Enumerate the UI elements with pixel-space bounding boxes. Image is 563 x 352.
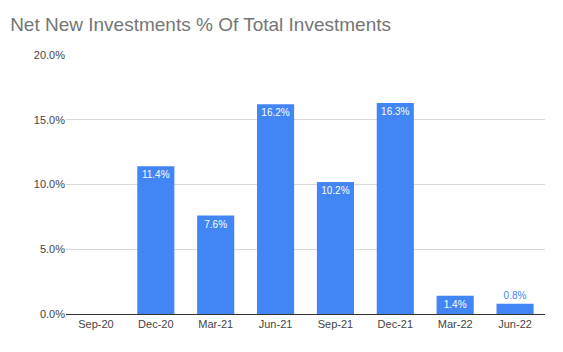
svg-text:Net New Investments % Of Total: Net New Investments % Of Total Investmen… — [10, 14, 391, 35]
svg-text:Jun-22: Jun-22 — [498, 318, 532, 330]
svg-text:16.2%: 16.2% — [261, 107, 289, 118]
svg-text:Dec-20: Dec-20 — [138, 318, 173, 330]
svg-text:11.4%: 11.4% — [142, 169, 170, 180]
svg-text:Sep-20: Sep-20 — [78, 318, 113, 330]
svg-text:10.2%: 10.2% — [321, 185, 349, 196]
svg-text:7.6%: 7.6% — [204, 219, 227, 230]
svg-text:1.4%: 1.4% — [444, 299, 467, 310]
svg-text:0.8%: 0.8% — [504, 290, 527, 301]
svg-text:Sep-21: Sep-21 — [318, 318, 353, 330]
svg-text:Jun-21: Jun-21 — [259, 318, 293, 330]
svg-text:15.0%: 15.0% — [34, 114, 65, 126]
svg-text:Mar-21: Mar-21 — [198, 318, 233, 330]
svg-text:5.0%: 5.0% — [40, 243, 65, 255]
svg-text:Dec-21: Dec-21 — [378, 318, 413, 330]
svg-text:0.0%: 0.0% — [40, 308, 65, 320]
svg-text:16.3%: 16.3% — [381, 106, 409, 117]
svg-text:10.0%: 10.0% — [34, 178, 65, 190]
svg-text:Mar-22: Mar-22 — [438, 318, 473, 330]
svg-text:20.0%: 20.0% — [34, 49, 65, 61]
